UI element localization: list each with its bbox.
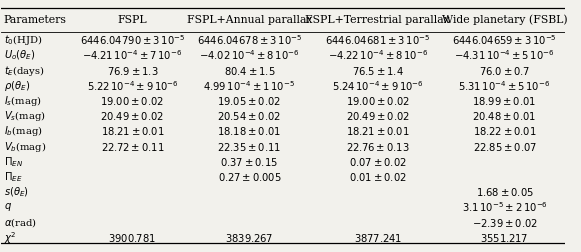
Text: $4.99\,10^{-4} \pm 1\,10^{-5}$: $4.99\,10^{-4} \pm 1\,10^{-5}$ <box>203 79 296 92</box>
Text: $19.00 \pm 0.02$: $19.00 \pm 0.02$ <box>346 94 410 107</box>
Text: $I_b$(mag): $I_b$(mag) <box>3 124 42 138</box>
Text: $\Pi_{EN}$: $\Pi_{EN}$ <box>3 154 23 168</box>
Text: $3551.217$: $3551.217$ <box>480 231 529 243</box>
Text: $76.5 \pm 1.4$: $76.5 \pm 1.4$ <box>352 64 404 76</box>
Text: $80.4 \pm 1.5$: $80.4 \pm 1.5$ <box>224 64 275 76</box>
Text: $5.22\,10^{-4} \pm 9\,10^{-6}$: $5.22\,10^{-4} \pm 9\,10^{-6}$ <box>87 79 178 92</box>
Text: $3877.241$: $3877.241$ <box>354 231 402 243</box>
Text: FSPL: FSPL <box>118 15 148 25</box>
Text: $3900.781$: $3900.781$ <box>109 231 156 243</box>
Text: $\chi^2$: $\chi^2$ <box>3 229 16 245</box>
Text: $6446.04681 \pm 3\,10^{-5}$: $6446.04681 \pm 3\,10^{-5}$ <box>325 33 431 47</box>
Text: $5.31\,10^{-4} \pm 5\,10^{-6}$: $5.31\,10^{-4} \pm 5\,10^{-6}$ <box>458 79 551 92</box>
Text: $U_o(\theta_E)$: $U_o(\theta_E)$ <box>3 48 35 62</box>
Text: $22.76 \pm 0.13$: $22.76 \pm 0.13$ <box>346 140 410 152</box>
Text: $6446.04659 \pm 3\,10^{-5}$: $6446.04659 \pm 3\,10^{-5}$ <box>452 33 557 47</box>
Text: $18.21 \pm 0.01$: $18.21 \pm 0.01$ <box>101 125 164 137</box>
Text: $-4.22\,10^{-4} \pm 8\,10^{-6}$: $-4.22\,10^{-4} \pm 8\,10^{-6}$ <box>328 48 428 62</box>
Text: $3.1\,10^{-5} \pm 2\,10^{-6}$: $3.1\,10^{-5} \pm 2\,10^{-6}$ <box>462 200 547 213</box>
Text: $76.9 \pm 1.3$: $76.9 \pm 1.3$ <box>107 64 158 76</box>
Text: $22.85 \pm 0.07$: $22.85 \pm 0.07$ <box>472 140 537 152</box>
Text: $V_s$(mag): $V_s$(mag) <box>3 109 45 123</box>
Text: $-4.31\,10^{-4} \pm 5\,10^{-6}$: $-4.31\,10^{-4} \pm 5\,10^{-6}$ <box>454 48 555 62</box>
Text: $V_b$(mag): $V_b$(mag) <box>3 139 46 153</box>
Text: $76.0 \pm 0.7$: $76.0 \pm 0.7$ <box>479 64 530 76</box>
Text: $\alpha$(rad): $\alpha$(rad) <box>3 215 37 228</box>
Text: FSPL+Terrestrial parallax: FSPL+Terrestrial parallax <box>306 15 450 25</box>
Text: $-4.02\,10^{-4} \pm 8\,10^{-6}$: $-4.02\,10^{-4} \pm 8\,10^{-6}$ <box>199 48 300 62</box>
Text: $18.22 \pm 0.01$: $18.22 \pm 0.01$ <box>473 125 536 137</box>
Text: $0.07 \pm 0.02$: $0.07 \pm 0.02$ <box>349 155 407 167</box>
Text: $20.49 \pm 0.02$: $20.49 \pm 0.02$ <box>101 110 164 122</box>
Text: $19.00 \pm 0.02$: $19.00 \pm 0.02$ <box>101 94 164 107</box>
Text: $18.99 \pm 0.01$: $18.99 \pm 0.01$ <box>472 94 537 107</box>
Text: $20.54 \pm 0.02$: $20.54 \pm 0.02$ <box>217 110 282 122</box>
Text: $0.27 \pm 0.005$: $0.27 \pm 0.005$ <box>217 170 281 182</box>
Text: $18.21 \pm 0.01$: $18.21 \pm 0.01$ <box>346 125 410 137</box>
Text: FSPL+Annual parallax: FSPL+Annual parallax <box>187 15 312 25</box>
Text: $t_E$(days): $t_E$(days) <box>3 63 45 77</box>
Text: $s(\theta_E)$: $s(\theta_E)$ <box>3 185 28 198</box>
Text: Wide planetary (FSBL): Wide planetary (FSBL) <box>442 15 568 25</box>
Text: $0.01 \pm 0.02$: $0.01 \pm 0.02$ <box>349 170 407 182</box>
Text: $5.24\,10^{-4} \pm 9\,10^{-6}$: $5.24\,10^{-4} \pm 9\,10^{-6}$ <box>332 79 424 92</box>
Text: $18.18 \pm 0.01$: $18.18 \pm 0.01$ <box>217 125 282 137</box>
Text: $22.72 \pm 0.11$: $22.72 \pm 0.11$ <box>101 140 164 152</box>
Text: $3839.267$: $3839.267$ <box>225 231 274 243</box>
Text: $6446.04678 \pm 3\,10^{-5}$: $6446.04678 \pm 3\,10^{-5}$ <box>197 33 302 47</box>
Text: $-2.39 \pm 0.02$: $-2.39 \pm 0.02$ <box>472 216 537 228</box>
Text: $I_s$(mag): $I_s$(mag) <box>3 94 41 108</box>
Text: $20.49 \pm 0.02$: $20.49 \pm 0.02$ <box>346 110 410 122</box>
Text: Parameters: Parameters <box>3 15 66 25</box>
Text: $19.05 \pm 0.02$: $19.05 \pm 0.02$ <box>217 94 282 107</box>
Text: $q$: $q$ <box>3 201 12 213</box>
Text: $-4.21\,10^{-4} \pm 7\,10^{-6}$: $-4.21\,10^{-4} \pm 7\,10^{-6}$ <box>83 48 182 62</box>
Text: $\rho(\theta_E)$: $\rho(\theta_E)$ <box>3 78 30 92</box>
Text: $1.68 \pm 0.05$: $1.68 \pm 0.05$ <box>476 185 533 198</box>
Text: $6446.04790 \pm 3\,10^{-5}$: $6446.04790 \pm 3\,10^{-5}$ <box>80 33 185 47</box>
Text: $\Pi_{EE}$: $\Pi_{EE}$ <box>3 169 22 183</box>
Text: $0.37 \pm 0.15$: $0.37 \pm 0.15$ <box>221 155 278 167</box>
Text: $20.48 \pm 0.01$: $20.48 \pm 0.01$ <box>472 110 537 122</box>
Text: $t_0$(HJD): $t_0$(HJD) <box>3 33 42 47</box>
Text: $22.35 \pm 0.11$: $22.35 \pm 0.11$ <box>217 140 282 152</box>
